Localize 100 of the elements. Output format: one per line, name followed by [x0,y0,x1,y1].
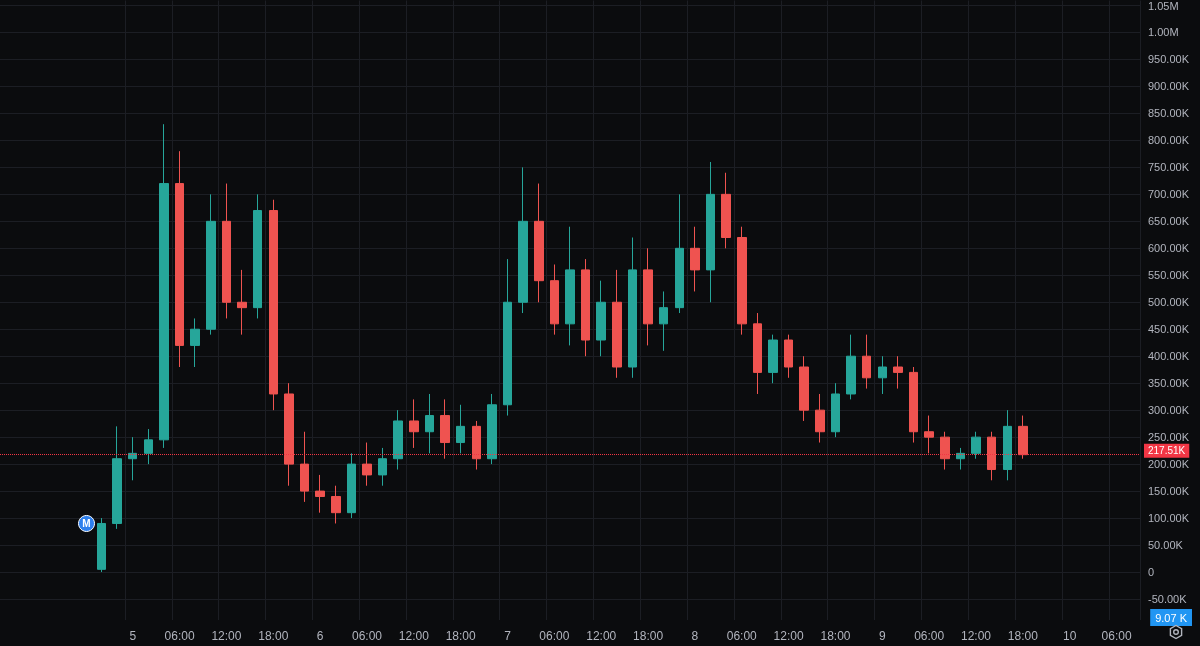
x-tick-label: 12:00 [398,629,430,643]
candlestick [706,161,715,303]
candlestick [784,334,793,379]
candlestick [753,312,762,395]
x-tick-label: 10 [1063,629,1077,643]
x-tick-label: 06:00 [164,629,195,643]
x-tick-label: 12:00 [211,629,242,643]
x-tick-label: 18:00 [258,629,289,643]
y-tick-label: 1.00M [1148,26,1179,39]
candlestick [362,442,372,487]
x-tick-label: 9 [878,629,886,643]
candlestick [503,258,512,417]
y-tick-label: 0 [1148,566,1155,579]
x-tick-label: 7 [504,629,512,643]
candlestick [534,183,544,303]
y-tick-label: 800.00K [1148,134,1190,147]
candlestick [675,193,684,314]
annotation: M [82,517,91,529]
x-tick-label: 06:00 [539,629,570,643]
x-tick-label: 6 [316,629,324,643]
y-tick-label: 700.00K [1148,188,1190,201]
y-tick-label: 350.00K [1148,377,1190,390]
candlestick [175,150,184,368]
candlestick [596,280,606,357]
candlestick [768,334,778,384]
y-tick-label: 300.00K [1148,404,1190,417]
candlestick [612,269,622,379]
candlestick [237,269,247,336]
candlestick [347,452,356,519]
y-tick-label: -50.00K [1148,593,1188,606]
y-tick-label: 250.00K [1148,431,1190,444]
x-tick-label: 18:00 [820,629,851,643]
candlestick [971,431,981,460]
candlestick [956,447,965,471]
candlestick [846,334,856,400]
y-tick-label: 500.00K [1148,296,1190,309]
candlestick [581,258,590,357]
x-tick-label: 8 [691,629,699,643]
y-tick-label: 50.00K [1148,539,1184,552]
x-tick-label: 12:00 [586,629,617,643]
x-tick-label: 5 [129,629,137,643]
candlestick [628,237,637,379]
y-tick-label: 100.00K [1148,512,1190,525]
candlestick [1018,415,1028,460]
candlestick [924,415,934,454]
candlestick [315,474,325,514]
candlestick [862,334,871,390]
candlestick [737,226,747,336]
candlestick [112,425,122,530]
candlestick [878,355,887,395]
candlestick [487,393,497,465]
x-tick-label: 18:00 [633,629,664,643]
candlestick [269,199,278,411]
y-tick-label: 850.00K [1148,107,1190,120]
y-tick-label: 1.05M [1148,0,1179,12]
candlestick [909,366,918,444]
candlestick [721,172,731,249]
candlestick [300,431,309,503]
candlestick [378,447,387,487]
y-tick-label: 400.00K [1148,350,1190,363]
y-tick-label: 450.00K [1148,323,1190,336]
candlestick [987,431,996,481]
candlestick [815,393,825,444]
candlestick [206,193,216,336]
candlestick [659,290,668,352]
candlestick [643,247,653,346]
candlestick [190,317,200,368]
candlestick [565,226,575,346]
candlestick [799,355,809,422]
text: 9.07 K [1155,611,1188,624]
candlestick [550,263,559,336]
candlestick [893,355,903,390]
y-tick-label: 550.00K [1148,269,1190,282]
candlestick [440,398,450,460]
y-tick-label: 200.00K [1148,458,1190,471]
candlestick [472,420,481,471]
x-tick-label: 06:00 [351,629,383,643]
x-tick-label: 06:00 [1101,629,1132,643]
y-tick-label: 750.00K [1148,161,1190,174]
ref-line-label: 217.51K [1148,445,1186,457]
candlestick [425,393,434,454]
x-tick-label: 12:00 [773,629,804,643]
y-tick-label: 600.00K [1148,242,1190,255]
candlestick [97,517,106,573]
candlestick [144,428,153,465]
candlestick [690,226,700,292]
y-tick-label: 650.00K [1148,215,1190,228]
y-tick-label: 150.00K [1148,485,1190,498]
candlestick [284,382,294,487]
candlestick [159,123,169,449]
candlestick [518,166,528,314]
y-tick-label: 900.00K [1148,80,1190,93]
y-tick-label: 950.00K [1148,53,1190,66]
x-tick-label: 06:00 [914,629,945,643]
candlestick [331,485,341,524]
candlestick [456,404,465,454]
candlestick [253,193,262,319]
candlestick [1003,409,1012,481]
candlestick [940,431,950,471]
x-tick-label: 18:00 [1007,629,1039,643]
